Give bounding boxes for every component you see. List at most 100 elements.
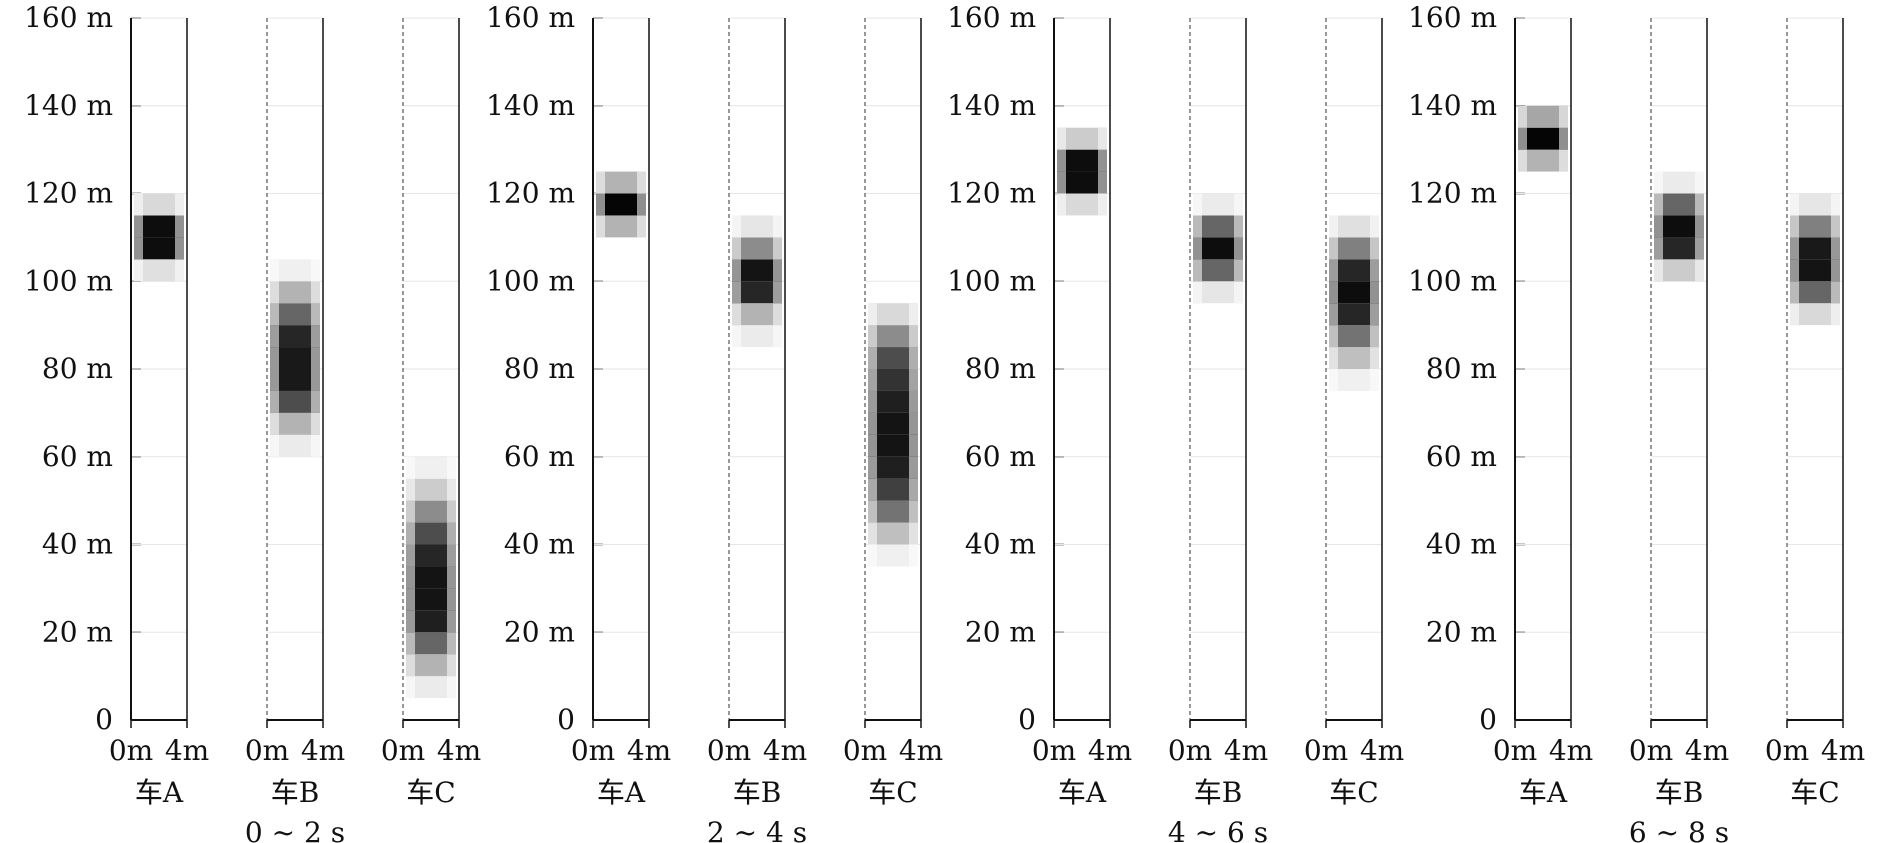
density-cell-edge bbox=[868, 369, 877, 391]
density-cell bbox=[868, 456, 918, 479]
density-cell bbox=[596, 215, 646, 238]
period-label: 4 ~ 6 s bbox=[1168, 816, 1268, 843]
density-cell-edge bbox=[1057, 127, 1066, 150]
density-cell-edge bbox=[1098, 149, 1107, 172]
density-cell bbox=[868, 434, 918, 457]
density-cell-edge bbox=[868, 347, 877, 369]
density-cell-edge bbox=[134, 237, 143, 260]
density-cell-edge bbox=[1654, 171, 1663, 194]
density-cell bbox=[270, 390, 320, 413]
density-cell bbox=[1329, 215, 1379, 238]
y-tick-label: 0 bbox=[557, 703, 575, 736]
density-cell-edge bbox=[1234, 193, 1243, 216]
density-cell bbox=[868, 544, 918, 567]
density-cell-edge bbox=[1234, 215, 1243, 238]
density-cell-edge bbox=[270, 325, 279, 348]
density-cell bbox=[1329, 369, 1379, 391]
y-tick-label: 120 m bbox=[486, 177, 575, 210]
x-tick-label: 0m bbox=[1304, 734, 1348, 767]
density-cell bbox=[1654, 193, 1704, 216]
density-cell-edge bbox=[1370, 215, 1379, 238]
density-cell-edge bbox=[909, 478, 918, 501]
y-tick-label: 100 m bbox=[1408, 264, 1497, 297]
density-cell-edge bbox=[1098, 127, 1107, 150]
density-cell-edge bbox=[732, 281, 741, 304]
density-cell-edge bbox=[1329, 303, 1338, 326]
density-cell bbox=[1654, 171, 1704, 194]
density-cell-edge bbox=[447, 654, 456, 677]
y-tick-label: 0 bbox=[1479, 703, 1497, 736]
period-label: 0 ~ 2 s bbox=[245, 816, 345, 843]
vehicle-label: 车C bbox=[868, 776, 917, 809]
density-cell-edge bbox=[406, 522, 415, 545]
density-cell-edge bbox=[270, 347, 279, 369]
density-cell-edge bbox=[1654, 215, 1663, 238]
density-cell-edge bbox=[596, 193, 605, 216]
density-cell bbox=[1193, 215, 1243, 238]
density-cell-edge bbox=[732, 325, 741, 348]
density-cell-edge bbox=[1370, 237, 1379, 260]
density-cell-edge bbox=[134, 193, 143, 216]
density-cell-edge bbox=[1193, 215, 1202, 238]
density-cell-edge bbox=[1831, 193, 1840, 216]
y-tick-label: 0 bbox=[95, 703, 113, 736]
density-cell-edge bbox=[270, 259, 279, 282]
density-cell-edge bbox=[447, 588, 456, 611]
density-cell bbox=[1057, 193, 1107, 216]
density-cell-edge bbox=[868, 456, 877, 479]
density-cell-edge bbox=[1790, 281, 1799, 304]
density-cell-edge bbox=[1234, 237, 1243, 260]
x-tick-label: 0m bbox=[1629, 734, 1673, 767]
density-cell bbox=[270, 347, 320, 369]
density-cell-edge bbox=[1790, 215, 1799, 238]
density-cell bbox=[1790, 303, 1840, 326]
density-cell-edge bbox=[175, 259, 184, 282]
density-cell bbox=[406, 566, 456, 589]
density-cell bbox=[732, 325, 782, 348]
density-cell-edge bbox=[773, 215, 782, 238]
density-cell-edge bbox=[1329, 369, 1338, 391]
density-cell bbox=[270, 434, 320, 457]
y-tick-label: 40 m bbox=[504, 528, 575, 561]
density-cell bbox=[868, 478, 918, 501]
density-cell-edge bbox=[1234, 259, 1243, 282]
period-label: 6 ~ 8 s bbox=[1629, 816, 1729, 843]
vehicle-label: 车A bbox=[597, 776, 646, 809]
density-cell-edge bbox=[773, 237, 782, 260]
density-cell-edge bbox=[1370, 259, 1379, 282]
density-cell bbox=[596, 171, 646, 194]
density-cell-edge bbox=[1193, 281, 1202, 304]
density-cell bbox=[1654, 259, 1704, 282]
density-cell-edge bbox=[406, 544, 415, 567]
density-cell-edge bbox=[311, 325, 320, 348]
density-cell bbox=[1518, 105, 1568, 128]
density-cell-edge bbox=[1329, 215, 1338, 238]
density-cell bbox=[1790, 215, 1840, 238]
density-cell-edge bbox=[1098, 171, 1107, 194]
y-tick-label: 80 m bbox=[965, 352, 1036, 385]
density-cell-edge bbox=[1370, 325, 1379, 348]
density-cell-edge bbox=[406, 588, 415, 611]
density-cell bbox=[406, 588, 456, 611]
density-cell bbox=[406, 632, 456, 655]
density-cell bbox=[1329, 237, 1379, 260]
density-cell-edge bbox=[1329, 281, 1338, 304]
vehicle-label: 车B bbox=[1194, 776, 1243, 809]
x-tick-label: 4m bbox=[1224, 734, 1268, 767]
density-cell bbox=[1790, 259, 1840, 282]
y-tick-label: 20 m bbox=[1426, 615, 1497, 648]
density-cell bbox=[868, 347, 918, 369]
density-cell-edge bbox=[773, 281, 782, 304]
density-cell bbox=[868, 303, 918, 326]
y-tick-label: 100 m bbox=[24, 264, 113, 297]
density-cell-edge bbox=[773, 325, 782, 348]
x-tick-label: 4m bbox=[1549, 734, 1593, 767]
density-cell-edge bbox=[1790, 237, 1799, 260]
density-cell-edge bbox=[447, 522, 456, 545]
x-tick-label: 4m bbox=[899, 734, 943, 767]
density-cell bbox=[406, 522, 456, 545]
density-cell-edge bbox=[1329, 237, 1338, 260]
vehicle-label: 车A bbox=[1519, 776, 1568, 809]
density-cell-edge bbox=[732, 303, 741, 326]
